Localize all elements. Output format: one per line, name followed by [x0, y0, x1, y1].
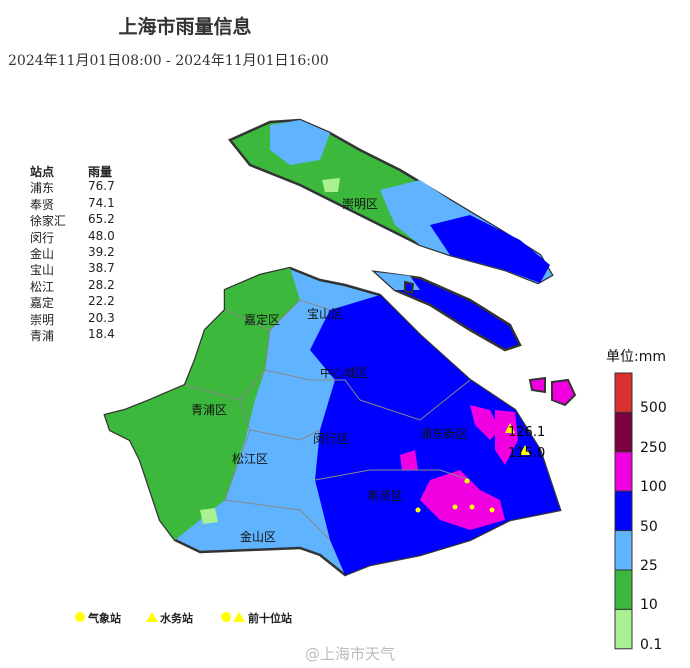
legend-unit: 单位:mm [606, 349, 666, 365]
legend-label: 500 [640, 400, 667, 417]
district-label-central: 中心城区 [320, 365, 368, 380]
legend-label: 25 [640, 558, 658, 574]
station-marker [452, 504, 458, 510]
station-name: 闵行 [30, 230, 55, 245]
legend-swatch [614, 451, 633, 492]
top-ten-triangle-icon [233, 612, 245, 622]
header-rain: 雨量 [88, 165, 113, 179]
station-row: 金山 39.2 [30, 245, 115, 261]
station-rain: 48.0 [88, 228, 115, 243]
station-marker [469, 504, 475, 510]
value-label: 115.0 [508, 446, 545, 461]
top-station-marker [505, 423, 515, 433]
weather-station-label: 气象站 [88, 612, 121, 625]
station-row: 崇明 20.3 [30, 311, 115, 327]
station-rain: 76.7 [88, 179, 115, 194]
station-name: 崇明 [30, 312, 55, 327]
legend-label: 250 [640, 439, 667, 456]
district-label-minhang: 闵行区 [313, 431, 349, 446]
header-station: 站点 [30, 165, 55, 179]
station-row: 闵行 48.0 [30, 229, 115, 245]
legend-label: 10 [640, 597, 658, 614]
legend-swatch [614, 530, 633, 571]
station-row: 宝山 38.7 [30, 261, 115, 277]
legend-label: 50 [640, 518, 658, 535]
station-rain: 39.2 [88, 244, 115, 259]
legend-label: 100 [640, 479, 667, 496]
station-name: 嘉定 [30, 296, 55, 311]
station-marker [415, 507, 421, 513]
station-rain: 38.7 [88, 261, 115, 276]
station-rain: 20.3 [88, 310, 115, 325]
weather-station-icon [75, 612, 85, 622]
water-station-label: 水务站 [160, 612, 193, 625]
district-label-fengxian: 奉贤区 [367, 489, 403, 503]
legend-colorbar [614, 372, 633, 650]
district-label-baoshan: 宝山区 [307, 307, 343, 321]
station-row: 奉贤 74.1 [30, 196, 115, 212]
station-name: 松江 [30, 279, 55, 294]
district-label-jiading: 嘉定区 [244, 312, 280, 327]
legend-label: 0.1 [640, 636, 663, 653]
station-row: 徐家汇 65.2 [30, 212, 115, 228]
top-ten-circle-icon [221, 612, 231, 622]
time-range: 2024年11月01日08:00 - 2024年11月01日16:00 [8, 53, 329, 69]
district-label-jinshan: 金山区 [240, 529, 276, 544]
district-label-pudong: 浦东新区 [420, 426, 468, 441]
station-row: 青浦 18.4 [30, 327, 115, 343]
station-rain: 65.2 [88, 212, 115, 227]
station-rain: 74.1 [88, 195, 115, 210]
station-marker [464, 478, 470, 484]
legend-swatch [614, 372, 633, 413]
legend-swatch [614, 608, 633, 650]
station-rain: 28.2 [88, 277, 115, 292]
page-title: 上海市雨量信息 [118, 16, 252, 38]
station-name: 浦东 [30, 181, 55, 196]
water-station-icon [146, 612, 158, 622]
top-station-marker [520, 445, 530, 455]
station-row: 嘉定 22.2 [30, 294, 115, 310]
station-name: 徐家汇 [30, 214, 67, 229]
station-name: 奉贤 [30, 197, 55, 212]
station-name: 宝山 [30, 263, 55, 278]
legend-swatch [614, 411, 633, 453]
watermark: @上海市天气 [305, 645, 396, 663]
value-label: 126.1 [508, 425, 545, 440]
legend-swatch [614, 490, 633, 532]
station-table: 站点 雨量 浦东 76.7 奉贤 74.1 徐家汇 65.2 闵行 48.0 金山 39.2 宝山 38… [30, 163, 115, 343]
station-marker [489, 507, 495, 513]
station-rain: 18.4 [88, 326, 115, 341]
district-label-qingpu: 青浦区 [191, 403, 227, 417]
station-rain: 22.2 [88, 294, 115, 309]
station-name: 金山 [30, 246, 55, 261]
top-ten-label: 前十位站 [248, 612, 292, 625]
district-label-songjiang: 松江区 [232, 452, 268, 466]
station-name: 青浦 [30, 328, 55, 343]
station-row: 松江 28.2 [30, 278, 115, 294]
district-label-chongming: 崇明区 [342, 197, 378, 211]
station-row: 浦东 76.7 [30, 179, 115, 195]
legend-swatch [614, 569, 633, 610]
